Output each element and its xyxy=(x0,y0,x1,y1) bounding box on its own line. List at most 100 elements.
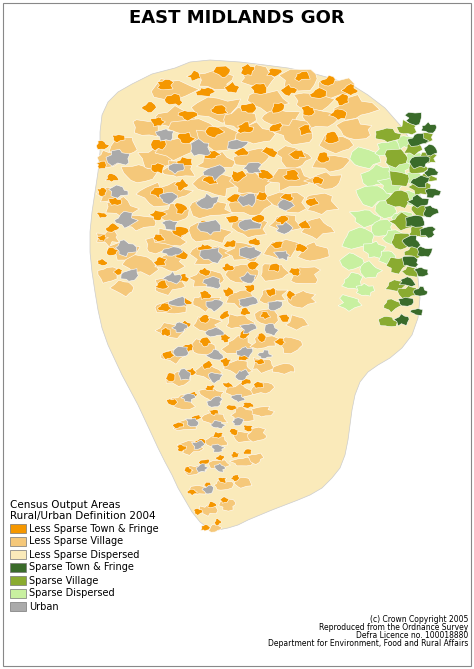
Polygon shape xyxy=(212,444,225,452)
Polygon shape xyxy=(206,300,223,312)
Polygon shape xyxy=(361,164,396,188)
Polygon shape xyxy=(220,497,229,503)
Polygon shape xyxy=(155,137,195,161)
Polygon shape xyxy=(155,106,195,130)
Polygon shape xyxy=(189,270,224,288)
Polygon shape xyxy=(298,242,329,261)
Polygon shape xyxy=(205,327,224,337)
Polygon shape xyxy=(121,215,156,231)
Polygon shape xyxy=(155,300,186,314)
Polygon shape xyxy=(409,156,430,169)
Polygon shape xyxy=(398,297,414,306)
Polygon shape xyxy=(197,219,220,235)
Polygon shape xyxy=(243,449,252,454)
Polygon shape xyxy=(293,92,335,110)
Polygon shape xyxy=(228,193,272,215)
Polygon shape xyxy=(251,382,274,395)
Text: Less Sparse Village: Less Sparse Village xyxy=(29,537,123,547)
Polygon shape xyxy=(242,402,254,408)
Polygon shape xyxy=(301,105,315,116)
Polygon shape xyxy=(421,173,437,183)
Polygon shape xyxy=(133,120,158,136)
Polygon shape xyxy=(243,425,254,432)
Polygon shape xyxy=(213,66,230,78)
Polygon shape xyxy=(278,314,290,322)
Polygon shape xyxy=(360,261,383,278)
Polygon shape xyxy=(383,229,408,246)
Polygon shape xyxy=(409,161,428,173)
Polygon shape xyxy=(215,454,224,461)
Polygon shape xyxy=(162,161,195,177)
Polygon shape xyxy=(162,247,183,256)
Polygon shape xyxy=(252,215,265,223)
Text: Census Output Areas: Census Output Areas xyxy=(10,500,120,510)
Polygon shape xyxy=(137,147,171,171)
Polygon shape xyxy=(97,151,122,168)
Polygon shape xyxy=(275,215,288,225)
Polygon shape xyxy=(195,439,206,444)
Polygon shape xyxy=(241,65,274,90)
Polygon shape xyxy=(349,210,381,227)
Polygon shape xyxy=(184,465,207,476)
Text: Less Sparse Town & Fringe: Less Sparse Town & Fringe xyxy=(29,524,159,533)
Bar xyxy=(10,576,26,585)
Polygon shape xyxy=(203,276,221,289)
Polygon shape xyxy=(299,125,312,136)
Polygon shape xyxy=(173,419,196,431)
Polygon shape xyxy=(235,369,249,381)
Polygon shape xyxy=(285,315,309,330)
Polygon shape xyxy=(191,440,205,450)
Text: Urban: Urban xyxy=(29,601,59,611)
Polygon shape xyxy=(212,432,223,438)
Polygon shape xyxy=(196,464,209,472)
Polygon shape xyxy=(379,251,396,265)
Polygon shape xyxy=(235,122,275,144)
Polygon shape xyxy=(423,205,439,217)
Polygon shape xyxy=(187,391,198,397)
Polygon shape xyxy=(291,267,320,284)
Polygon shape xyxy=(199,314,210,323)
Polygon shape xyxy=(407,133,429,147)
Polygon shape xyxy=(180,320,191,330)
Polygon shape xyxy=(225,215,239,223)
Polygon shape xyxy=(225,242,259,263)
Polygon shape xyxy=(298,220,311,229)
Polygon shape xyxy=(169,296,187,306)
Polygon shape xyxy=(196,126,238,151)
Polygon shape xyxy=(172,422,184,428)
Polygon shape xyxy=(184,367,196,375)
Polygon shape xyxy=(199,459,210,465)
Polygon shape xyxy=(181,393,196,402)
Polygon shape xyxy=(270,241,283,249)
Polygon shape xyxy=(223,240,236,248)
Polygon shape xyxy=(164,94,183,106)
Polygon shape xyxy=(168,118,214,142)
Polygon shape xyxy=(202,361,213,369)
Polygon shape xyxy=(268,301,283,311)
Polygon shape xyxy=(424,145,437,156)
Polygon shape xyxy=(97,140,109,149)
Polygon shape xyxy=(193,294,221,312)
Polygon shape xyxy=(253,357,275,373)
Polygon shape xyxy=(179,369,191,380)
Polygon shape xyxy=(177,157,192,167)
Polygon shape xyxy=(342,227,375,250)
Text: Sparse Dispersed: Sparse Dispersed xyxy=(29,589,115,599)
Polygon shape xyxy=(162,351,174,360)
Polygon shape xyxy=(146,235,176,254)
Polygon shape xyxy=(231,171,246,182)
Polygon shape xyxy=(206,349,224,360)
Polygon shape xyxy=(205,126,225,138)
Polygon shape xyxy=(240,103,256,113)
Polygon shape xyxy=(198,220,211,230)
Polygon shape xyxy=(172,226,189,237)
Polygon shape xyxy=(177,444,187,452)
Polygon shape xyxy=(334,94,380,120)
Polygon shape xyxy=(389,212,414,231)
Polygon shape xyxy=(399,190,419,206)
Bar xyxy=(10,602,26,611)
Polygon shape xyxy=(238,219,262,231)
Polygon shape xyxy=(295,244,308,253)
Polygon shape xyxy=(163,272,182,284)
Polygon shape xyxy=(317,152,330,163)
